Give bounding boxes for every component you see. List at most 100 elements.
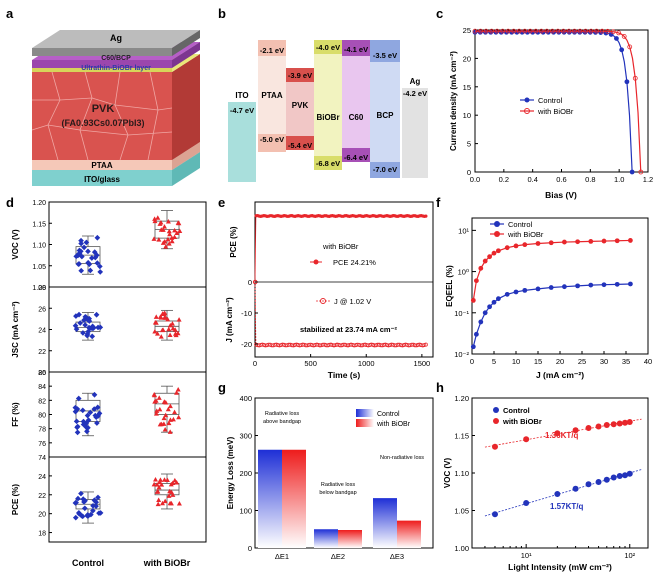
data-point-d [78, 267, 85, 274]
data-point-d [93, 503, 99, 509]
data-point-d [72, 404, 79, 411]
fit-label-h-0: 1.57KT/q [550, 502, 583, 511]
tick-label-f-x: 5 [492, 357, 496, 366]
data-point-d [85, 424, 91, 431]
data-point-d [159, 421, 165, 427]
bar-g-0 [314, 529, 338, 548]
data-point-c-0 [624, 79, 630, 85]
data-point-c-1 [505, 28, 511, 34]
data-point-c-1 [599, 28, 605, 34]
data-point-d [165, 406, 171, 412]
data-point-f-1 [575, 239, 580, 245]
layer-label-ptaa: PTAA [91, 161, 112, 170]
data-point-c-1 [511, 28, 517, 34]
data-point-d [152, 216, 158, 221]
data-point-f-1 [588, 238, 594, 244]
tick-label-f-x: 0 [470, 357, 474, 366]
annotation-e: stabilized at 23.74 mA cm⁻² [300, 325, 398, 334]
data-point-d [175, 330, 181, 336]
data-point-d [157, 479, 163, 485]
legend-marker-biobr-c [524, 108, 530, 114]
data-point-h-0 [491, 511, 498, 518]
plot-frame-f [471, 217, 649, 355]
data-point-c-0 [629, 169, 635, 175]
data-point-d [74, 429, 81, 436]
data-point-d [152, 328, 158, 334]
data-point-c-1 [561, 28, 566, 34]
data-point-d [75, 395, 82, 402]
series-line-c-1 [475, 30, 642, 173]
axis-label-h-y: VOC (V) [443, 458, 452, 489]
layer-label-pvk: PVK [92, 103, 115, 115]
series-line-e-pce [254, 215, 257, 283]
data-point-d [170, 416, 176, 422]
data-point-d [153, 477, 159, 482]
category-note-g: Radiative loss [265, 411, 299, 417]
data-point-d [85, 328, 92, 335]
data-point-d [87, 267, 94, 274]
tick-label-f-x: 10 [512, 357, 520, 366]
data-point-f-0 [562, 284, 567, 290]
box-d [154, 483, 180, 496]
data-point-h-1 [616, 420, 623, 427]
category-note-g: Non-radiative loss [380, 455, 424, 461]
tick-label-d-y: 1.20 [32, 200, 46, 207]
data-point-f-1 [548, 240, 554, 246]
axis-label-c-y: Current density (mA cm⁻²) [449, 51, 458, 151]
data-point-f-1 [474, 278, 479, 284]
data-point-d [174, 390, 180, 395]
data-point-d [74, 423, 81, 430]
legend-g: Control with BiOBr [356, 409, 411, 428]
tick-label-d-y: 24 [38, 328, 46, 335]
tick-label-c-y: 20 [463, 54, 471, 63]
data-point-d [75, 261, 82, 267]
data-point-d [73, 499, 79, 506]
panel-letter-f: f [436, 195, 441, 210]
tick-label-c-x: 1.0 [614, 175, 624, 184]
tick-label-f-y: 10¹ [458, 226, 469, 235]
axis-label-e-top: PCE (%) [229, 226, 238, 257]
data-point-c-0 [614, 36, 619, 41]
tick-label-g-y: 300 [239, 432, 252, 441]
data-point-h-1 [595, 423, 602, 430]
data-point-d [157, 406, 163, 412]
axis-label-g-y: Energy Loss (meV) [226, 436, 235, 509]
layer-label-ag: Ag [110, 33, 122, 43]
tick-label-c-y: 10 [463, 111, 471, 120]
data-point-d [156, 395, 162, 400]
data-point-d [166, 420, 172, 426]
data-point-c-1 [478, 28, 483, 34]
data-point-d [77, 320, 84, 326]
data-point-c-1 [494, 28, 500, 34]
data-point-f-0 [513, 289, 519, 295]
data-point-c-1 [577, 28, 583, 34]
axis-label-h-x: Light Intensity (mW cm⁻²) [508, 562, 612, 572]
axis-label-c-x: Bias (V) [545, 190, 577, 200]
data-point-d [73, 253, 80, 260]
fit-label-h-1: 1.36KT/q [545, 431, 578, 440]
band-top-ag: -4.2 eV [403, 89, 427, 98]
data-point-d [152, 218, 158, 224]
tick-label-e-y: -10 [241, 309, 252, 318]
data-point-d [167, 403, 173, 409]
data-point-d [73, 418, 80, 425]
tick-label-c-y: 25 [463, 26, 471, 35]
data-point-d [78, 490, 84, 497]
legend-f: Control with BiOBr [490, 220, 544, 239]
tick-label-f-y: 10⁻¹ [454, 309, 469, 318]
data-point-d [169, 238, 175, 244]
data-point-f-0 [482, 310, 488, 316]
data-point-d [72, 514, 79, 521]
data-point-f-1 [482, 258, 488, 264]
data-point-d [168, 481, 174, 487]
tick-label-g-x: ΔE1 [275, 552, 289, 561]
data-point-h-0 [622, 472, 629, 479]
data-point-d [76, 511, 83, 517]
tick-label-d-y: 80 [38, 413, 46, 420]
data-point-d [84, 412, 91, 419]
legend-label-control-g: Control [377, 411, 400, 418]
data-point-d [93, 252, 100, 259]
data-point-d [82, 322, 89, 328]
data-point-c-1 [549, 28, 555, 34]
plot-frame-d-2 [48, 371, 207, 458]
